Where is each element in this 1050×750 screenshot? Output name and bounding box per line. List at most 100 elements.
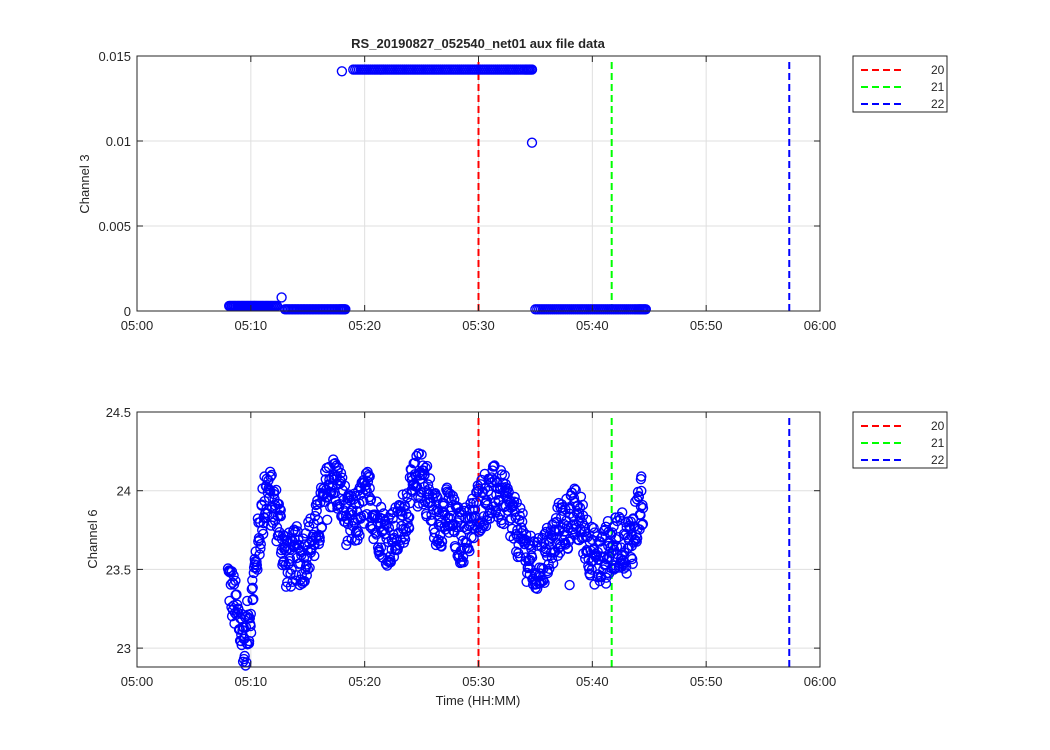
data-point [621, 561, 632, 572]
data-point [526, 552, 538, 563]
data-point [316, 521, 328, 533]
channel-6-x-ticks: 05:00 05:10 05:20 05:30 05:40 05:50 06:00 [121, 412, 836, 689]
data-point [610, 534, 622, 545]
data-point [364, 471, 375, 482]
data-point [570, 484, 581, 496]
data-point [375, 501, 387, 513]
legend-label-22: 22 [931, 97, 945, 111]
data-point [230, 575, 241, 586]
y-tick-label: 24.5 [106, 405, 131, 420]
data-point [549, 524, 560, 535]
legend-label-21: 21 [931, 80, 945, 94]
channel-6-points [222, 448, 649, 671]
data-point [464, 546, 475, 557]
data-point [304, 562, 315, 573]
data-point [546, 553, 558, 564]
data-point [271, 536, 282, 547]
data-point [331, 460, 342, 471]
legend-label-21: 21 [931, 436, 945, 450]
data-point [268, 486, 280, 497]
data-point [302, 564, 314, 575]
data-point [399, 534, 411, 545]
channel-3-legend: 20 21 22 [852, 55, 948, 113]
y-tick-label: 0.01 [106, 134, 131, 149]
data-point [339, 480, 351, 491]
data-point [492, 512, 504, 523]
data-point [501, 485, 512, 496]
data-point [577, 499, 588, 511]
data-point [342, 518, 354, 530]
data-point [265, 471, 276, 482]
x-tick-label: 05:40 [576, 318, 609, 333]
data-point [637, 502, 649, 514]
data-point [524, 562, 535, 573]
data-point [416, 449, 427, 460]
y-tick-label: 24 [117, 484, 131, 499]
data-point [603, 526, 614, 538]
data-point [392, 544, 403, 555]
data-point [539, 577, 550, 588]
x-tick-label: 05:50 [690, 674, 723, 689]
y-tick-label: 0 [124, 304, 131, 319]
data-point [640, 304, 651, 315]
y-tick-label: 0.015 [98, 49, 131, 64]
data-point [231, 599, 243, 610]
data-point [521, 529, 532, 540]
data-point [375, 542, 387, 553]
legend-box [852, 55, 948, 113]
data-point [404, 512, 415, 523]
data-point [487, 476, 498, 488]
data-point [557, 502, 568, 513]
channel-3-vertical-lines [477, 62, 791, 311]
data-point [586, 521, 597, 533]
data-point [526, 64, 538, 75]
data-point [265, 485, 276, 497]
data-point [245, 620, 256, 632]
data-point [315, 497, 326, 508]
data-point [301, 559, 312, 570]
data-point [635, 501, 647, 512]
data-point [631, 536, 642, 547]
data-point [358, 518, 370, 529]
data-point [291, 521, 302, 532]
data-point [363, 472, 375, 483]
data-point [393, 499, 405, 511]
data-point [275, 511, 286, 522]
data-point [266, 469, 277, 481]
chart-title: RS_20190827_052540_net01 aux file data [351, 36, 605, 51]
data-point [341, 539, 352, 551]
data-point [486, 489, 497, 500]
data-point [451, 521, 462, 533]
legend-box [852, 411, 948, 469]
data-point [424, 473, 436, 484]
data-point [464, 513, 475, 524]
data-point [625, 552, 637, 563]
x-tick-label: 05:30 [462, 318, 495, 333]
data-point [231, 589, 242, 600]
data-point [280, 581, 292, 592]
data-point [436, 536, 448, 547]
data-point [276, 292, 287, 303]
data-point [567, 519, 578, 530]
channel-6-y-ticks: 23 23.5 24 24.5 [106, 405, 820, 656]
data-point [382, 560, 393, 571]
data-point [636, 485, 647, 497]
data-point [550, 513, 562, 524]
channel-6-y-axis-label: Channel 6 [85, 509, 100, 568]
data-point [411, 450, 422, 462]
channel-6-subplot: 05:00 05:10 05:20 05:30 05:40 05:50 06:00 2323… [85, 405, 948, 708]
data-point [436, 541, 447, 552]
channel-3-x-ticks: 05:00 05:10 05:20 05:30 05:40 05:50 06:00 [121, 56, 836, 333]
x-tick-label: 05:00 [121, 318, 154, 333]
data-point [509, 491, 520, 503]
data-point [585, 570, 596, 581]
data-point [569, 483, 580, 494]
data-point [385, 556, 396, 568]
data-point [636, 519, 648, 531]
data-point [384, 551, 395, 562]
data-point [458, 557, 469, 568]
data-point [581, 514, 593, 525]
x-tick-label: 05:50 [690, 318, 723, 333]
